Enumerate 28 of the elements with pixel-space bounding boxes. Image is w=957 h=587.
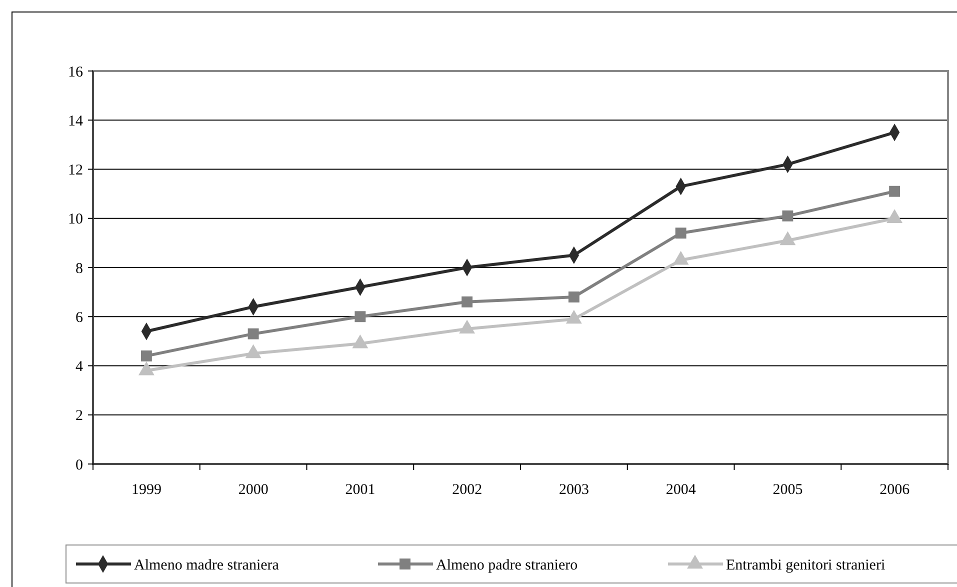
y-tick-label: 14 (68, 113, 84, 130)
legend-label: Entrambi genitori stranieri (726, 557, 886, 574)
point (140, 350, 152, 362)
y-tick-label: 0 (76, 457, 83, 474)
point (889, 186, 900, 197)
y-tick-label: 10 (68, 212, 83, 228)
x-tick-label: 2003 (558, 482, 589, 498)
y-tick-label: 4 (76, 359, 84, 375)
x-tick-label: 2002 (452, 482, 482, 498)
x-tick-label: 2005 (772, 482, 803, 498)
x-tick-label: 2001 (345, 482, 376, 498)
point (782, 210, 794, 222)
y-tick-label: 12 (68, 162, 83, 178)
point (462, 296, 473, 308)
x-tick-label: 2000 (238, 482, 268, 498)
x-tick-label: 1999 (131, 482, 162, 498)
y-tick-label: 6 (76, 310, 84, 326)
y-tick-label: 16 (68, 64, 84, 80)
y-tick-label: 2 (76, 408, 83, 424)
point (354, 311, 366, 322)
legend-label: Almeno padre straniero (436, 557, 578, 574)
x-tick-label: 2006 (880, 482, 910, 498)
point (675, 228, 686, 239)
point (248, 328, 259, 340)
legend-label: Almeno madre straniera (134, 557, 280, 574)
point (568, 292, 580, 302)
y-tick-label: 8 (76, 260, 83, 277)
x-tick-label: 2004 (666, 482, 696, 498)
